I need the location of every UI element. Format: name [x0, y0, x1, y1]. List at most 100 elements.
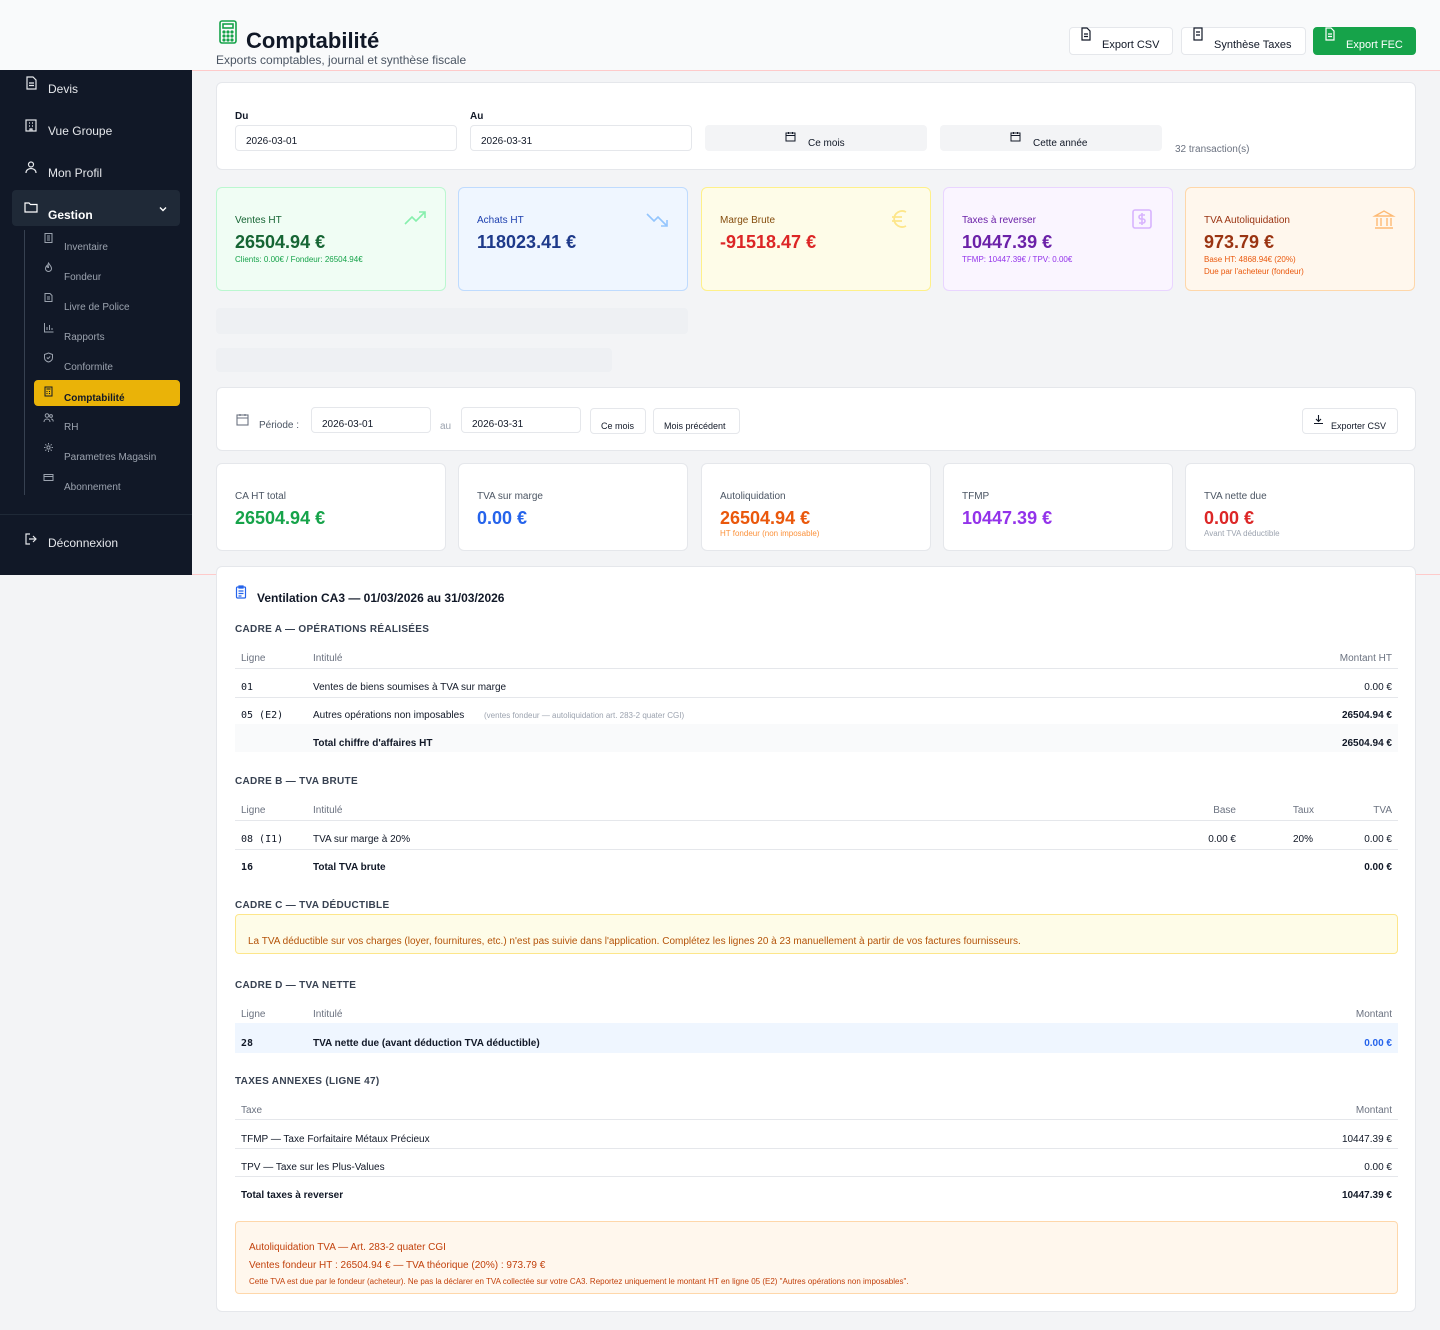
from-date-input[interactable]: 2026-03-01: [235, 125, 457, 151]
sidebar-item-label: Comptabilité: [64, 393, 125, 404]
date-filter-card: Du 2026-03-01 Au 2026-03-31 Ce mois Cett…: [216, 82, 1416, 170]
card-icon: [43, 474, 54, 481]
loading-skeleton: [216, 308, 688, 334]
table-divider: [235, 820, 1398, 821]
col-ligne: Ligne: [241, 1009, 266, 1020]
loading-skeleton: [216, 348, 612, 372]
table-divider: [235, 849, 1398, 850]
period-filter-card: Période : 2026-03-01 au 2026-03-31 Ce mo…: [216, 387, 1416, 451]
col-tva: TVA: [1373, 805, 1392, 816]
sidebar-item-inventaire[interactable]: Inventaire: [34, 230, 180, 256]
kpi-ventes-ht: Ventes HT 26504.94 € Clients: 0.00€ / Fo…: [216, 187, 446, 291]
this-month-button[interactable]: Ce mois: [705, 125, 927, 151]
kpi-autoliquidation: Autoliquidation 26504.94 € HT fondeur (n…: [701, 463, 931, 551]
page-subtitle: Exports comptables, journal et synthèse …: [216, 53, 467, 67]
gear-icon: [44, 443, 53, 452]
sidebar-item-mon-profil[interactable]: Mon Profil: [24, 161, 102, 180]
export-fec-label: Export FEC: [1346, 39, 1403, 51]
flame-icon: [44, 262, 53, 272]
export-fec-button[interactable]: Export FEC: [1313, 27, 1416, 55]
col-intitule: Intitulé: [313, 653, 343, 664]
sidebar-item-rapports[interactable]: Rapports: [34, 320, 180, 346]
kpi-value: 118023.41 €: [477, 232, 577, 252]
period-to-input[interactable]: 2026-03-31: [461, 407, 581, 433]
sidebar-item-fondeur[interactable]: Fondeur: [34, 260, 180, 286]
this-year-label: Cette année: [1033, 138, 1088, 149]
kpi-value: -91518.47 €: [720, 232, 817, 252]
sidebar-item-conformite[interactable]: Conformite: [34, 350, 180, 376]
col-montant: Montant: [1355, 1009, 1392, 1020]
sidebar-item-devis[interactable]: Devis: [24, 76, 79, 96]
sidebar-item-label: Fondeur: [64, 272, 102, 283]
logout-label: Déconnexion: [48, 536, 119, 550]
kpi-label: TVA sur marge: [477, 491, 543, 502]
logout-icon: [25, 533, 37, 545]
kpi-tva-sur-marge: TVA sur marge 0.00 €: [458, 463, 688, 551]
synthese-taxes-label: Synthèse Taxes: [1214, 39, 1292, 51]
sidebar-item-livre-de-police[interactable]: Livre de Police: [34, 290, 180, 316]
col-taxe: Taxe: [241, 1105, 263, 1116]
this-year-button[interactable]: Cette année: [940, 125, 1162, 151]
sidebar-group-gestion[interactable]: Gestion: [12, 190, 180, 226]
period-from-input[interactable]: 2026-03-01: [311, 407, 431, 433]
users-icon: [43, 413, 54, 423]
col-ligne: Ligne: [241, 805, 266, 816]
export-csv-button[interactable]: Export CSV: [1069, 27, 1173, 55]
table-divider: [235, 1176, 1398, 1177]
logout-button[interactable]: Déconnexion: [24, 533, 119, 550]
col-base: Base: [1213, 805, 1236, 816]
total-label: Total taxes à reverser: [241, 1190, 344, 1201]
line-amount: 0.00 €: [1364, 1038, 1392, 1049]
synthese-taxes-button[interactable]: Synthèse Taxes: [1181, 27, 1306, 55]
transaction-count: 32 transaction(s): [1175, 144, 1250, 155]
kpi-tva-autoliquidation: TVA Autoliquidation 973.79 € Base HT: 48…: [1185, 187, 1415, 291]
sidebar-item-label: Devis: [48, 82, 79, 96]
calculator-icon: [219, 20, 237, 44]
highlight-row-bg: [235, 1023, 1398, 1053]
deductible-vat-warning: La TVA déductible sur vos charges (loyer…: [235, 914, 1398, 954]
chevron-down-icon: [159, 207, 167, 212]
kpi-value: 26504.94 €: [720, 508, 811, 528]
export-csv-period-button[interactable]: Exporter CSV: [1302, 408, 1398, 434]
calendar-icon: [785, 132, 796, 142]
period-this-month-button[interactable]: Ce mois: [590, 408, 646, 434]
sidebar-item-vue-groupe[interactable]: Vue Groupe: [24, 119, 112, 138]
calendar-icon: [1010, 132, 1021, 142]
total-amount: 10447.39 €: [1341, 1190, 1392, 1201]
sidebar-item-parametres-magasin[interactable]: Parametres Magasin: [34, 440, 180, 466]
to-date-input[interactable]: 2026-03-31: [470, 125, 692, 151]
to-label: Au: [470, 111, 484, 122]
sidebar-item-rh[interactable]: RH: [34, 410, 180, 436]
table-divider: [235, 1119, 1398, 1120]
note-line: Ventes fondeur HT : 26504.94 € — TVA thé…: [249, 1260, 546, 1271]
sidebar-group-label: Gestion: [48, 208, 93, 222]
bar-chart-icon: [44, 323, 54, 333]
total-label: Total TVA brute: [313, 862, 386, 873]
trending-up-icon: [404, 211, 426, 225]
kpi-tfmp: TFMP 10447.39 €: [943, 463, 1173, 551]
cadre-a-heading: CADRE A — OPÉRATIONS RÉALISÉES: [235, 624, 430, 635]
kpi-achats-ht: Achats HT 118023.41 €: [458, 187, 688, 291]
autoliquidation-note: Autoliquidation TVA — Art. 283-2 quater …: [235, 1221, 1398, 1294]
table-divider: [235, 1148, 1398, 1149]
document-icon: [26, 76, 37, 90]
line-tva: 0.00 €: [1364, 834, 1392, 845]
line-code: 05 (E2): [241, 710, 284, 721]
kpi-taxes-reverser: Taxes à reverser 10447.39 € TFMP: 10447.…: [943, 187, 1173, 291]
divider: [0, 70, 1440, 71]
kpi-value: 10447.39 €: [962, 232, 1053, 252]
previous-month-button[interactable]: Mois précédent: [653, 408, 740, 434]
line-label: Ventes de biens soumises à TVA sur marge: [313, 682, 507, 693]
total-label: Total chiffre d'affaires HT: [313, 738, 433, 749]
sidebar-item-abonnement[interactable]: Abonnement: [34, 470, 180, 496]
period-separator: au: [440, 421, 452, 432]
kpi-value: 10447.39 €: [962, 508, 1053, 528]
export-csv-period-label: Exporter CSV: [1331, 421, 1387, 431]
note-line: Cette TVA est due par le fondeur (achete…: [249, 1277, 909, 1286]
sidebar-item-label: Inventaire: [64, 242, 108, 253]
line-label: Autres opérations non imposables: [313, 710, 465, 721]
col-taux: Taux: [1292, 805, 1314, 816]
ca3-title: Ventilation CA3 — 01/03/2026 au 31/03/20…: [235, 585, 504, 605]
sidebar-item-comptabilite[interactable]: Comptabilité: [34, 380, 180, 406]
cadre-b-heading: CADRE B — TVA BRUTE: [235, 776, 358, 787]
